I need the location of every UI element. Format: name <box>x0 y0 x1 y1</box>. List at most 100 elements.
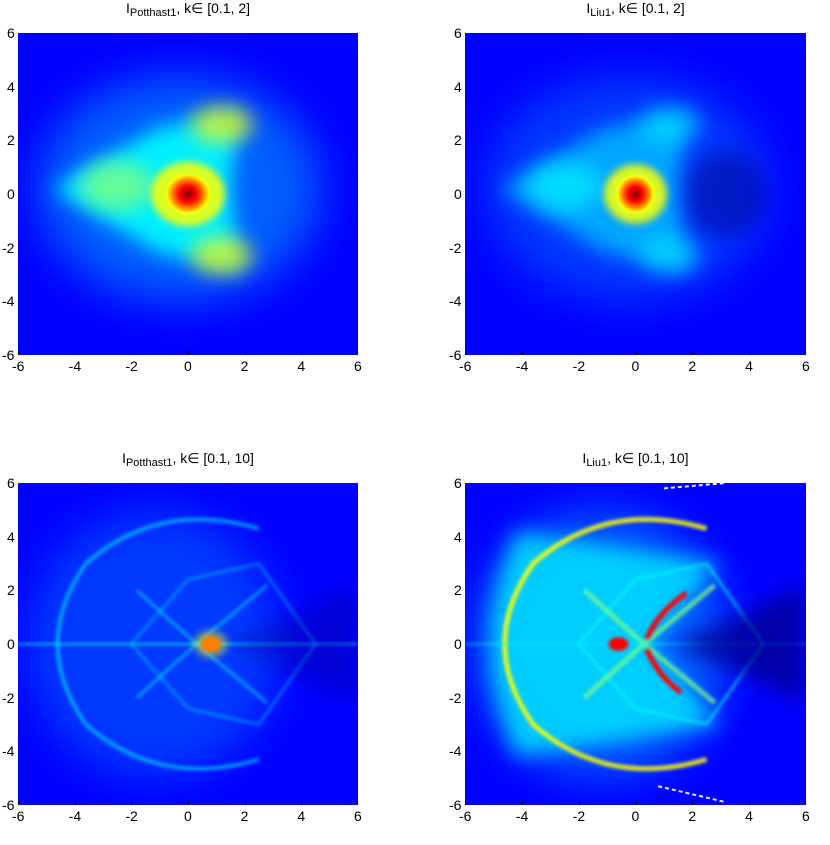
y-tick-label: -6 <box>449 797 462 813</box>
y-tick-label: -4 <box>2 293 15 310</box>
y-tick-label: 2 <box>7 582 15 599</box>
x-tick-mark <box>301 351 303 355</box>
y-tick-label: 2 <box>7 132 15 149</box>
hot-spot-halo <box>193 630 228 658</box>
y-tick-label: -6 <box>2 347 15 363</box>
x-tick-label: 6 <box>802 808 810 824</box>
x-tick-mark <box>188 801 189 805</box>
x-tick-label: -2 <box>572 808 586 824</box>
core <box>611 169 660 219</box>
upper-hot-branch <box>644 590 689 640</box>
panel-title: IPotthast1, k∈ [0.1, 10] <box>122 450 254 469</box>
x-tick-label: -6 <box>459 808 472 824</box>
left-lobe <box>527 161 602 211</box>
y-tick-label: 4 <box>454 528 462 545</box>
x-tick-mark <box>465 351 466 355</box>
x-tick-mark <box>357 351 358 355</box>
y-tick-label: 6 <box>454 25 462 41</box>
x-tick-mark <box>74 351 76 355</box>
x-tick-label: -4 <box>68 358 82 374</box>
heatmap-svg <box>18 483 358 805</box>
x-tick-mark <box>131 351 133 355</box>
title-method: Potthast1 <box>125 457 173 469</box>
artifact-streaks <box>658 483 727 804</box>
heatmap-plot <box>465 33 806 355</box>
dark-wedge <box>227 584 358 704</box>
x-branches <box>135 583 269 705</box>
x-tick-label: 6 <box>354 358 362 374</box>
title-range: k∈ [0.1, 2] <box>618 0 685 16</box>
x-tick-label: 4 <box>297 358 306 374</box>
x-tick-mark <box>18 351 19 355</box>
horizontal-streak <box>465 642 806 646</box>
y-tick-label: 0 <box>454 636 462 652</box>
y-tick-label: -4 <box>449 743 462 760</box>
panel-title: ILiu1, k∈ [0.1, 2] <box>586 0 685 19</box>
x-tick-mark <box>465 801 466 805</box>
heatmap-svg <box>18 33 358 355</box>
x-tick-label: 2 <box>688 358 697 374</box>
x-tick-label: -2 <box>125 808 138 824</box>
x-tick-mark <box>805 801 806 805</box>
y-tick-label: -4 <box>2 743 15 760</box>
x-tick-mark <box>578 801 580 805</box>
x-tick-mark <box>131 801 133 805</box>
core <box>159 168 217 220</box>
x-tick-mark <box>244 351 246 355</box>
title-range: k∈ [0.1, 10] <box>614 450 689 466</box>
x-tick-label: 4 <box>745 358 753 374</box>
left-hot-spot <box>608 637 629 651</box>
y-tick-label: 0 <box>7 636 15 652</box>
x-tick-mark <box>521 351 523 355</box>
title-range: k∈ [0.1, 2] <box>184 0 251 16</box>
y-tick-label: 6 <box>7 25 15 41</box>
x-tick-label: -2 <box>572 358 586 374</box>
y-tick-label: -2 <box>449 689 462 706</box>
x-tick-label: -4 <box>515 808 529 824</box>
left-lobe <box>80 161 154 211</box>
y-tick-label: 0 <box>454 186 462 202</box>
heatmap-svg <box>465 483 806 805</box>
x-tick-mark <box>74 801 76 805</box>
dark-spot <box>686 151 767 237</box>
x-tick-mark <box>578 351 580 355</box>
x-tick-label: 4 <box>745 808 753 824</box>
x-tick-label: 0 <box>184 808 192 824</box>
x-tick-label: 4 <box>297 808 306 824</box>
x-tick-mark <box>635 351 637 355</box>
x-tick-mark <box>301 801 303 805</box>
upper-lobe <box>638 105 701 144</box>
heatmap-plot <box>465 483 806 805</box>
heatmap-svg <box>465 33 806 355</box>
y-tick-label: -2 <box>2 239 15 256</box>
x-tick-label: 6 <box>802 358 810 374</box>
lower-lobe <box>190 236 254 275</box>
x-tick-label: -6 <box>12 808 25 824</box>
y-tick-label: 4 <box>7 528 15 545</box>
y-tick-label: 0 <box>7 186 15 202</box>
y-tick-label: -6 <box>449 347 462 363</box>
x-tick-mark <box>805 351 806 355</box>
panel-title: IPotthast1, k∈ [0.1, 2] <box>125 0 251 19</box>
lower-hot-branch <box>644 648 683 695</box>
x-tick-label: -6 <box>459 358 472 374</box>
upper-lobe <box>190 105 254 144</box>
x-tick-label: 2 <box>240 358 249 374</box>
title-method: Liu1 <box>586 457 608 469</box>
x-tick-label: 6 <box>354 808 362 824</box>
y-tick-label: 2 <box>454 582 462 599</box>
x-tick-label: 0 <box>184 358 192 374</box>
x-tick-mark <box>357 801 358 805</box>
heatmap-plot <box>18 483 358 805</box>
title-range: k∈ [0.1, 10] <box>180 450 254 466</box>
y-tick-label: 6 <box>7 475 15 491</box>
title-method: Potthast1 <box>129 7 177 19</box>
y-tick-label: 2 <box>454 132 462 149</box>
y-tick-label: 6 <box>454 475 462 491</box>
dark-wedge <box>675 584 806 704</box>
x-tick-mark <box>18 801 19 805</box>
x-tick-label: 0 <box>631 358 640 374</box>
title-method: Liu1 <box>590 7 611 19</box>
x-tick-label: 2 <box>240 808 249 824</box>
x-tick-label: 0 <box>631 808 640 824</box>
